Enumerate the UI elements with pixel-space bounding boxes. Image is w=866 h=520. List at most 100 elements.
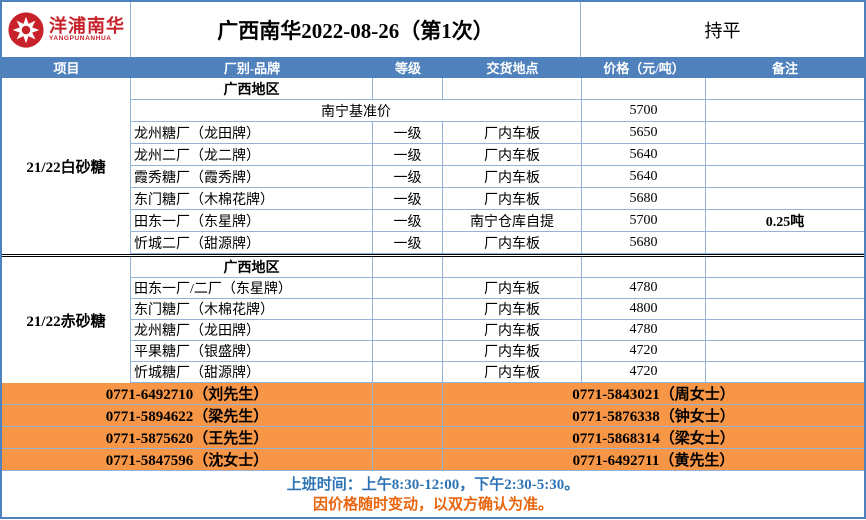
trend-status: 持平: [704, 20, 741, 41]
section-label: 21/22白砂糖: [2, 78, 131, 254]
logo-emblem-icon: [8, 11, 44, 48]
price-value: 5640: [582, 166, 706, 187]
price-value: 5700: [582, 210, 706, 231]
contact-phone: 0771-5868314（梁女士）: [572, 431, 735, 447]
price-value: 4800: [582, 299, 706, 319]
contact-phone: 0771-6492710（刘先生）: [2, 383, 373, 404]
empty-cell: [582, 78, 706, 99]
logo-name-en: YANGPUNANHUA: [49, 34, 112, 42]
grade-cell: 一级: [373, 188, 443, 209]
section-white-sugar: 21/22白砂糖 广西地区 南宁基准价 5700 龙州糖厂（龙田牌） 一级: [2, 78, 864, 254]
company-logo: 洋浦南华 YANGPUNANHUA: [2, 2, 131, 57]
contact-phone: 0771-5847596（沈女士）: [2, 449, 373, 470]
note-cell: [706, 166, 864, 187]
price-value: 5680: [582, 188, 706, 209]
benchmark-name: 南宁基准价: [131, 100, 582, 121]
brand-cell: 田东一厂/二厂（东星牌）: [131, 278, 373, 298]
benchmark-row: 南宁基准价 5700: [131, 100, 864, 122]
note-cell: [706, 320, 864, 340]
contact-phone: 0771-5894622（梁先生）: [2, 405, 373, 426]
logo-text: 洋浦南华 YANGPUNANHUA: [49, 17, 125, 43]
table-row: 平果糖厂（银盛牌） 厂内车板 4720: [131, 341, 864, 362]
column-header-row: 项目 厂别-品牌 等级 交货地点 价格（元/吨） 备注: [2, 57, 864, 78]
note-cell: [706, 278, 864, 298]
grade-cell: 一级: [373, 144, 443, 165]
delivery-cell: 厂内车板: [443, 122, 582, 143]
table-row: 东门糖厂（木棉花牌） 一级 厂内车板 5680: [131, 188, 864, 210]
grade-cell: 一级: [373, 122, 443, 143]
note-cell: [706, 144, 864, 165]
price-disclaimer: 因价格随时变动，以双方确认为准。: [312, 497, 553, 514]
price-value: 4780: [582, 320, 706, 340]
brand-cell: 龙州糖厂（龙田牌）: [131, 122, 373, 143]
price-value: 4720: [582, 341, 706, 361]
grade-cell: [373, 320, 443, 340]
col-grade: 等级: [394, 61, 421, 76]
contact-phone: 0771-5875620（王先生）: [2, 427, 373, 448]
delivery-cell: 厂内车板: [443, 188, 582, 209]
empty-cell: [373, 427, 443, 448]
empty-cell: [443, 257, 582, 277]
empty-cell: [706, 100, 864, 121]
region-label: 广西地区: [131, 257, 373, 277]
col-note: 备注: [771, 61, 798, 76]
contact-row: 0771-5847596（沈女士） 0771-6492711（黄先生）: [2, 449, 864, 471]
empty-cell: [373, 383, 443, 404]
table-row: 龙州二厂（龙二牌） 一级 厂内车板 5640: [131, 144, 864, 166]
note-cell: [706, 341, 864, 361]
note-cell: [706, 188, 864, 209]
price-value: 5650: [582, 122, 706, 143]
contact-phone: 0771-5876338（钟女士）: [572, 409, 735, 425]
note-cell: [706, 299, 864, 319]
empty-cell: [582, 257, 706, 277]
empty-cell: [443, 78, 582, 99]
empty-cell: [373, 449, 443, 470]
note-cell: [706, 232, 864, 253]
brand-cell: 霞秀糖厂（霞秀牌）: [131, 166, 373, 187]
price-value: 4780: [582, 278, 706, 298]
grade-cell: [373, 299, 443, 319]
note-cell: 0.25吨: [765, 214, 805, 230]
table-row: 田东一厂（东星牌） 一级 南宁仓库自提 5700 0.25吨: [131, 210, 864, 232]
brand-cell: 平果糖厂（银盛牌）: [131, 341, 373, 361]
col-brand: 厂别-品牌: [223, 61, 281, 76]
delivery-cell: 厂内车板: [443, 144, 582, 165]
table-row: 龙州糖厂（龙田牌） 厂内车板 4780: [131, 320, 864, 341]
delivery-cell: 厂内车板: [443, 320, 582, 340]
brand-cell: 东门糖厂（木棉花牌）: [131, 188, 373, 209]
delivery-cell: 厂内车板: [443, 362, 582, 382]
empty-cell: [706, 78, 864, 99]
region-label: 广西地区: [131, 78, 373, 99]
note-cell: [706, 362, 864, 382]
empty-cell: [706, 257, 864, 277]
table-row: 田东一厂/二厂（东星牌） 厂内车板 4780: [131, 278, 864, 299]
brand-cell: 龙州糖厂（龙田牌）: [131, 320, 373, 340]
price-value: 4720: [582, 362, 706, 382]
empty-cell: [373, 78, 443, 99]
delivery-cell: 厂内车板: [443, 278, 582, 298]
empty-cell: [373, 257, 443, 277]
price-value: 5700: [582, 100, 706, 121]
table-row: 忻城二厂（甜源牌） 一级 厂内车板 5680: [131, 232, 864, 254]
table-row: 东门糖厂（木棉花牌） 厂内车板 4800: [131, 299, 864, 320]
brand-cell: 东门糖厂（木棉花牌）: [131, 299, 373, 319]
grade-cell: 一级: [373, 210, 443, 231]
top-band: 洋浦南华 YANGPUNANHUA 广西南华2022-08-26（第1次） 持平: [2, 2, 864, 57]
delivery-cell: 厂内车板: [443, 341, 582, 361]
grade-cell: 一级: [373, 232, 443, 253]
working-hours: 上班时间：上午8:30-12:00，下午2:30-5:30。: [286, 477, 580, 493]
delivery-cell: 厂内车板: [443, 232, 582, 253]
delivery-cell: 厂内车板: [443, 299, 582, 319]
col-item: 项目: [53, 61, 80, 76]
contact-row: 0771-5894622（梁先生） 0771-5876338（钟女士）: [2, 405, 864, 427]
note-cell: [706, 122, 864, 143]
section-brown-sugar: 21/22赤砂糖 广西地区 田东一厂/二厂（东星牌） 厂内车板 4780: [2, 254, 864, 383]
table-row: 忻城糖厂（甜源牌） 厂内车板 4720: [131, 362, 864, 383]
contact-phone: 0771-6492711（黄先生）: [572, 453, 735, 469]
region-row: 广西地区: [131, 257, 864, 278]
contact-phone: 0771-5843021（周女士）: [572, 387, 735, 403]
contact-row: 0771-5875620（王先生） 0771-5868314（梁女士）: [2, 427, 864, 449]
footer-notes: 上班时间：上午8:30-12:00，下午2:30-5:30。 因价格随时变动，以…: [2, 471, 864, 517]
